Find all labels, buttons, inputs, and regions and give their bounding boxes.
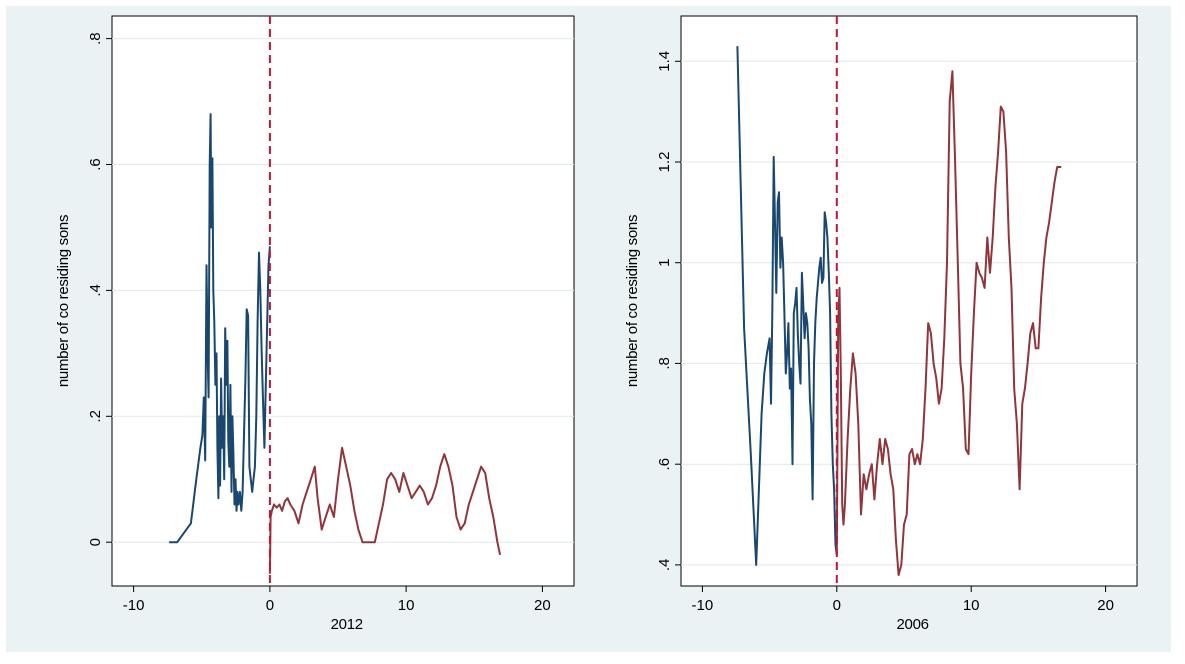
- series-line-1: [736, 46, 838, 566]
- y-tick-label: 1.4: [656, 51, 673, 72]
- chart-panel-2: .4 .6 .8 1 1.2 1.4 -10 0 10 20 2006 number of co re…: [624, 15, 1138, 633]
- y-tick-label: .6: [656, 458, 673, 471]
- x-tick-label: 10: [963, 597, 980, 614]
- y-tick-label: 1.2: [656, 152, 673, 173]
- x-tick-label: 20: [534, 597, 551, 614]
- x-tick-label: 0: [833, 597, 841, 614]
- x-tick-label: -10: [692, 597, 714, 614]
- series-line-2: [268, 446, 502, 574]
- plot-area: [111, 15, 575, 587]
- chart-panel-1: 0 .2 .4 .6 .8 -10 0 10 20 2012 number of co residi…: [55, 15, 575, 633]
- x-tick-label: -10: [123, 597, 145, 614]
- y-tick-label: .4: [87, 284, 104, 297]
- y-axis-title: number of co residing sons: [624, 215, 641, 387]
- y-tick-label: .2: [87, 410, 104, 423]
- y-axis-title: number of co residing sons: [55, 215, 72, 387]
- x-axis-title: 2012: [331, 616, 363, 633]
- x-axis-title: 2006: [897, 616, 929, 633]
- x-tick-label: 10: [398, 597, 415, 614]
- y-tick-label: .4: [656, 559, 673, 572]
- y-tick-label: 1: [656, 259, 673, 267]
- y-tick-label: .6: [87, 158, 104, 171]
- y-tick-label: 0: [87, 538, 104, 546]
- y-tick-label: .8: [656, 357, 673, 370]
- x-tick-label: 0: [266, 597, 274, 614]
- plot-area: [680, 15, 1138, 587]
- y-tick-label: .8: [87, 32, 104, 45]
- series-line-1: [169, 113, 271, 544]
- series-line-2: [835, 70, 1062, 576]
- x-tick-label: 20: [1097, 597, 1114, 614]
